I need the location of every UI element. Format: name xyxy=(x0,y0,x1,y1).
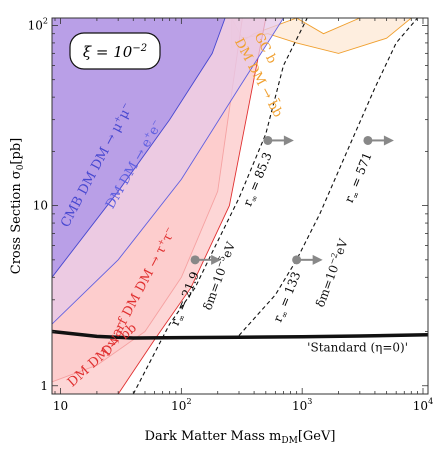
y-tick-label-1: 10 xyxy=(33,199,48,213)
x-tick-label-1: 102 xyxy=(171,397,191,413)
series-line-1 xyxy=(132,18,308,394)
marker-1: r∞ = 85.3 xyxy=(240,135,294,209)
region-4 xyxy=(52,18,226,279)
x-tick-label-2: 103 xyxy=(292,397,312,413)
svg-text:ξ = 10−2: ξ = 10−2 xyxy=(83,43,147,61)
inset-label: ξ = 10−2 xyxy=(69,32,161,70)
y-tick-label-2: 102 xyxy=(28,16,48,32)
line-label-dm2: δm=10−2eV xyxy=(312,236,351,309)
marker-label-2: r∞ = 133 xyxy=(271,270,306,325)
series-line-2 xyxy=(238,18,418,336)
marker-label-3: r∞ = 571 xyxy=(342,150,377,205)
y-tick-label-0: 1 xyxy=(40,379,48,393)
x-tick-label-0: 10 xyxy=(53,399,68,413)
marker-label-1: r∞ = 85.3 xyxy=(240,150,276,209)
series-line-0 xyxy=(52,329,428,340)
marker-3: r∞ = 571 xyxy=(342,135,394,205)
x-axis-title: Dark Matter Mass mDM[GeV] xyxy=(145,429,336,446)
x-tick-label-3: 104 xyxy=(413,397,433,413)
marker-2: r∞ = 133 xyxy=(271,254,323,325)
y-axis-title: Cross Section σ0[pb] xyxy=(9,138,26,274)
line-label-standard: 'Standard (η=0)' xyxy=(307,340,408,354)
